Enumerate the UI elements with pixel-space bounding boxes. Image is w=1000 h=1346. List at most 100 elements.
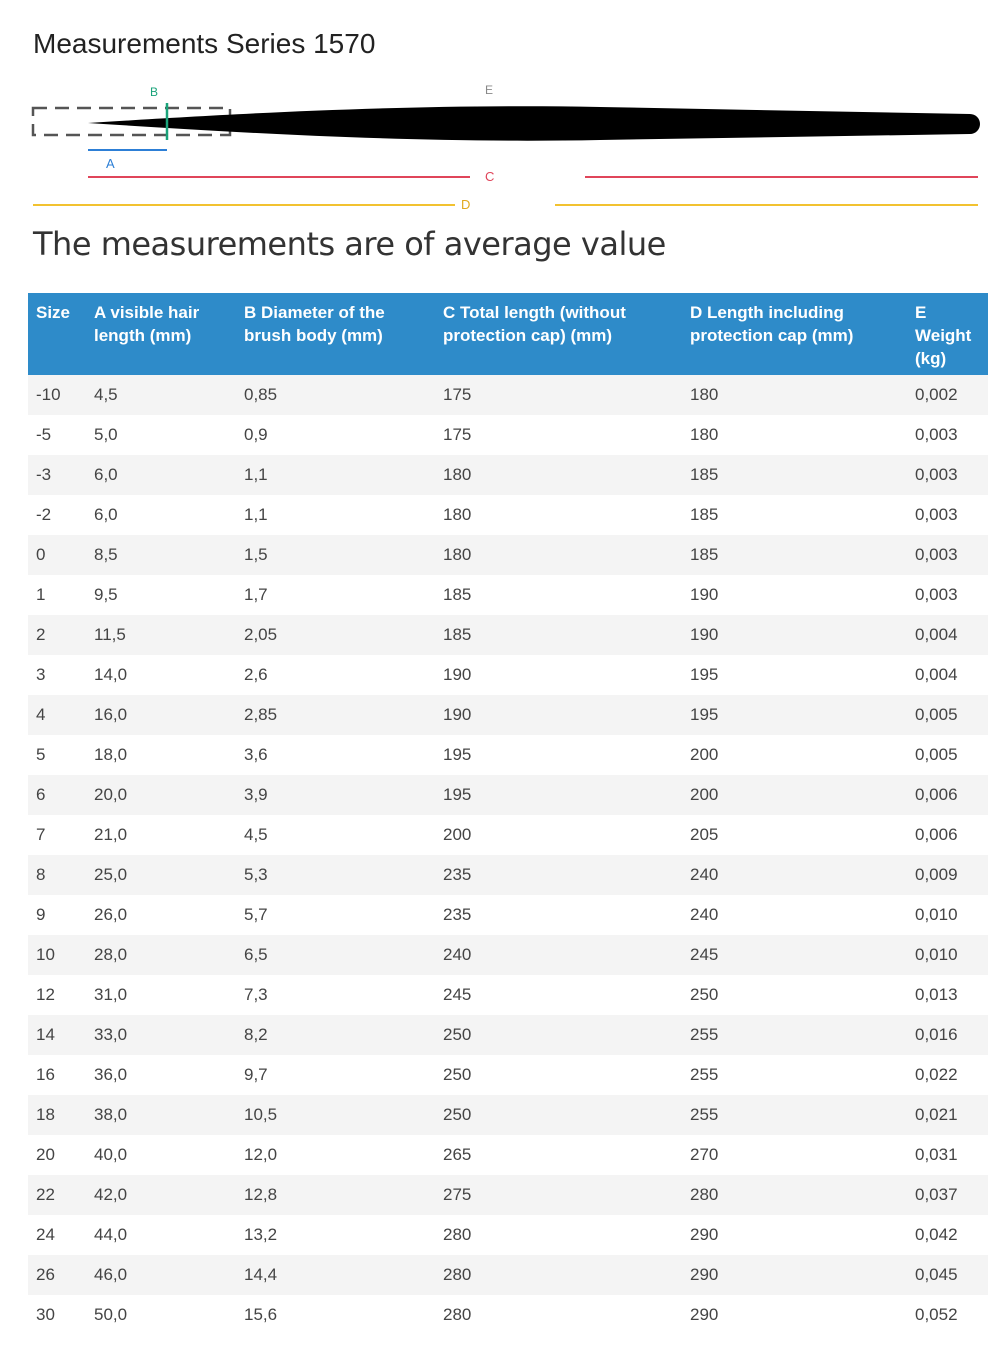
table-cell: 250 [435, 1095, 682, 1135]
table-row: 20 40,0 12,0 265 270 0,031 [28, 1135, 988, 1175]
table-cell: 0,003 [907, 535, 988, 575]
table-cell: 290 [690, 1305, 719, 1324]
table-cell: -2 [36, 505, 52, 524]
table-cell: 0,005 [907, 695, 988, 735]
table-row: 7 21,0 4,5 200 205 0,006 [28, 815, 988, 855]
table-row: 16 36,0 9,7 250 255 0,022 [28, 1055, 988, 1095]
title: Measurements Series 1570 [33, 28, 376, 59]
table-cell: 18,0 [94, 745, 128, 764]
table-cell: 190 [690, 585, 719, 604]
table-cell: 180 [682, 375, 907, 415]
table-cell: 0,013 [915, 985, 958, 1004]
table-row: 4 16,0 2,85 190 195 0,005 [28, 695, 988, 735]
table-cell: 200 [682, 775, 907, 815]
table-cell: 1 [36, 585, 46, 604]
table-cell: 38,0 [86, 1095, 236, 1135]
table-cell: 5,0 [94, 425, 118, 444]
table-row: 10 28,0 6,5 240 245 0,010 [28, 935, 988, 975]
table-cell: 7,3 [244, 985, 268, 1004]
label-a: A [106, 156, 115, 171]
table-row: 6 20,0 3,9 195 200 0,006 [28, 775, 988, 815]
table-cell: 5,7 [244, 905, 268, 924]
table-cell: 1,7 [244, 585, 268, 604]
table-cell: 200 [443, 825, 472, 844]
table-cell: 9 [36, 905, 46, 924]
measurements-table: Size A visible hair length (mm) B Diameter… [28, 293, 988, 1335]
table-cell: 185 [682, 535, 907, 575]
table-cell: 255 [682, 1095, 907, 1135]
table-cell: 14,4 [236, 1255, 435, 1295]
table-cell: 28,0 [86, 935, 236, 975]
table-cell: 4,5 [86, 375, 236, 415]
table-cell: 280 [443, 1305, 472, 1324]
table-cell: 195 [435, 775, 682, 815]
table-cell: 2 [28, 615, 86, 655]
table-cell: 24 [36, 1225, 55, 1244]
table-cell: 1,5 [236, 535, 435, 575]
table-cell: 205 [690, 825, 719, 844]
table-cell: 36,0 [94, 1065, 128, 1084]
table-row: 8 25,0 5,3 235 240 0,009 [28, 855, 988, 895]
table-cell: 0,031 [915, 1145, 958, 1164]
table-cell: 8,5 [86, 535, 236, 575]
table-cell: 0,004 [915, 665, 958, 684]
table-cell: 0,85 [236, 375, 435, 415]
table-row: 9 26,0 5,7 235 240 0,010 [28, 895, 988, 935]
table-cell: 14,0 [94, 665, 128, 684]
table-cell: 5,3 [236, 855, 435, 895]
table-cell: 185 [690, 505, 719, 524]
table-cell: 0,003 [915, 425, 958, 444]
table-cell: 40,0 [94, 1145, 128, 1164]
table-row: 2 11,5 2,05 185 190 0,004 [28, 615, 988, 655]
table-cell: 0,052 [915, 1305, 958, 1324]
table-row: 0 8,5 1,5 180 185 0,003 [28, 535, 988, 575]
table-row: 3 14,0 2,6 190 195 0,004 [28, 655, 988, 695]
table-row: 24 44,0 13,2 280 290 0,042 [28, 1215, 988, 1255]
table-cell: 46,0 [86, 1255, 236, 1295]
table-row: 14 33,0 8,2 250 255 0,016 [28, 1015, 988, 1055]
table-row: -10 4,5 0,85 175 180 0,002 [28, 375, 988, 415]
table-cell: 0,006 [907, 775, 988, 815]
table-cell: 0,005 [915, 745, 958, 764]
table-cell: 15,6 [244, 1305, 278, 1324]
table-cell: 50,0 [94, 1305, 128, 1324]
table-cell: 200 [690, 745, 719, 764]
table-cell: 0,002 [907, 375, 988, 415]
table-cell: 265 [443, 1145, 472, 1164]
table-cell: 31,0 [94, 985, 128, 1004]
table-cell: 6 [28, 775, 86, 815]
table-cell: 290 [690, 1225, 719, 1244]
table-cell: 0,016 [907, 1015, 988, 1055]
table-cell: 33,0 [86, 1015, 236, 1055]
table-cell: 195 [443, 745, 472, 764]
table-cell: 195 [690, 665, 719, 684]
table-cell: 14 [28, 1015, 86, 1055]
table-cell: 190 [682, 615, 907, 655]
table-cell: 10 [28, 935, 86, 975]
table-cell: 9,5 [94, 585, 118, 604]
table-cell: 22 [28, 1175, 86, 1215]
table-row: 5 18,0 3,6 195 200 0,005 [28, 735, 988, 775]
header-cell: B Diameter of the brush body (mm) [236, 293, 435, 375]
table-cell: 30 [36, 1305, 55, 1324]
table-cell: 20,0 [86, 775, 236, 815]
table-cell: 12,0 [244, 1145, 278, 1164]
label-c: C [485, 169, 494, 184]
table-cell: -5 [36, 425, 52, 444]
table-cell: 270 [690, 1145, 719, 1164]
table-cell: 8 [28, 855, 86, 895]
table-cell: 8,2 [236, 1015, 435, 1055]
table-cell: 175 [435, 375, 682, 415]
table-cell: 185 [682, 455, 907, 495]
table-row: 18 38,0 10,5 250 255 0,021 [28, 1095, 988, 1135]
brush-diagram: A B C D E [31, 83, 980, 212]
header-cell: E Weight (kg) [907, 293, 988, 375]
table-cell: 7 [36, 825, 46, 844]
table-cell: 280 [435, 1255, 682, 1295]
table-cell: 2,05 [236, 615, 435, 655]
table-cell: 13,2 [244, 1225, 278, 1244]
subtitle: The measurements are of average value [33, 225, 666, 263]
table-cell: 0,010 [915, 905, 958, 924]
table-cell: 0,004 [907, 615, 988, 655]
